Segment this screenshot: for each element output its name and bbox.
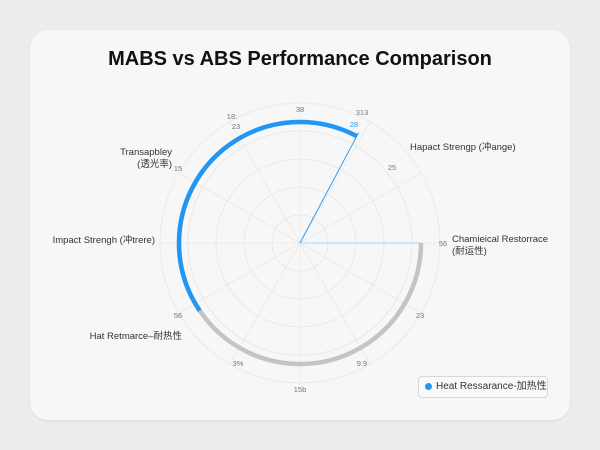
axis-label-line: (耐运性)	[452, 245, 487, 257]
chart-title: MABS vs ABS Performance Comparison	[108, 48, 492, 70]
legend-swatch	[425, 382, 432, 390]
grid-spoke-2	[299, 172, 422, 244]
grid-spoke-8	[178, 242, 301, 314]
tick-label-0: 38	[296, 105, 304, 114]
tick-label-5: 9.9	[357, 359, 367, 368]
axis-label-2: Chamieical Restorrace (耐运性)	[452, 234, 548, 257]
axis-label-1: Hapact Strengр (冲ange)	[410, 141, 516, 153]
series-arc-blue	[176, 119, 358, 244]
axis-label-line: (透光率)	[137, 158, 172, 170]
tick-label-10: 18:	[227, 112, 237, 121]
axis-label-4: Hat Retmarce–耐热性	[90, 330, 183, 342]
grid-spoke-4	[299, 242, 422, 314]
legend-label: Heat Ressarance-加热性	[436, 381, 547, 392]
tick-label-2: 25	[388, 163, 396, 172]
axis-label-line: Transapbley	[120, 147, 172, 158]
highlight-label: 28	[350, 120, 358, 129]
axis-label-line: Impact Strengh (冲trere)	[53, 234, 155, 246]
axis-label-3: Impact Strengh (冲trere)	[53, 234, 155, 246]
grid-spoke-11	[229, 121, 301, 244]
axis-label-line: Hat Retmarce–耐热性	[90, 330, 183, 342]
grid-spoke-10	[178, 172, 301, 244]
tick-label-3: 56	[174, 311, 182, 320]
axis-label-line: Hapact Strengр (冲ange)	[410, 141, 516, 153]
tick-label-11: 23	[232, 122, 240, 131]
legend: Heat Ressarance-加热性	[418, 376, 548, 398]
tick-label-8: 56	[439, 239, 447, 248]
tick-label-1: 313	[356, 108, 369, 117]
grid-spoke-5	[299, 242, 371, 365]
axis-label-line: Chamieical Restorrace	[452, 234, 548, 245]
tick-label-4: 23	[416, 311, 424, 320]
grid-spoke-1	[299, 121, 371, 244]
tick-label-6: 15b	[294, 385, 307, 394]
tick-label-9: 15	[174, 164, 182, 173]
pointer-line	[299, 132, 360, 244]
grid-spoke-7	[229, 242, 301, 365]
series-arc-blue-lower	[176, 242, 202, 312]
axis-label-0: Transapbley (透光率)	[120, 147, 172, 170]
tick-label-7: 3%	[233, 359, 244, 368]
